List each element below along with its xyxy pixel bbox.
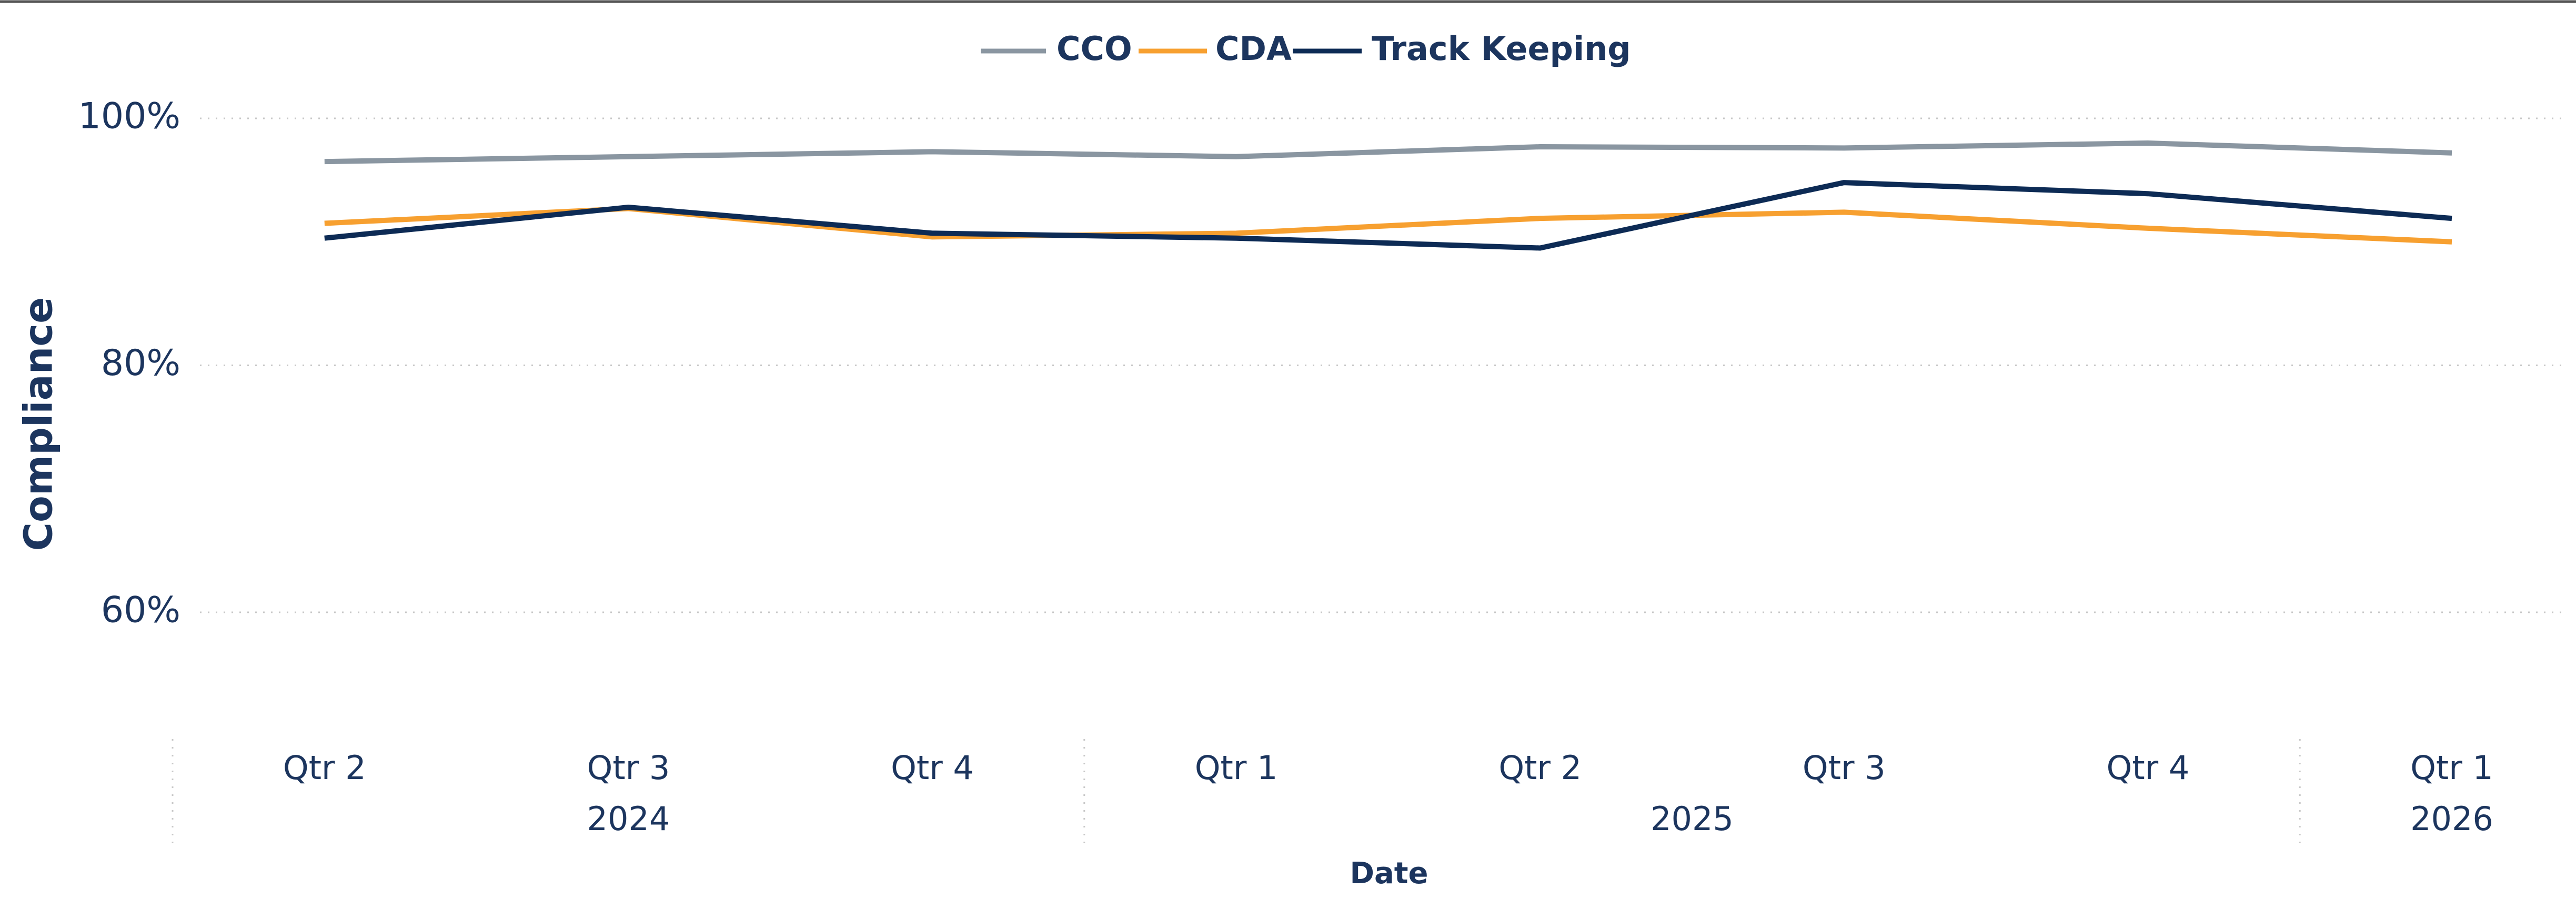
x-tick-label: Qtr 3 <box>587 749 670 787</box>
year-label: 2024 <box>587 800 670 838</box>
x-tick-label: Qtr 2 <box>283 749 366 787</box>
x-tick-label: Qtr 3 <box>1803 749 1886 787</box>
series-line <box>324 180 2452 251</box>
legend-label: CCO <box>1056 29 1132 68</box>
series-line <box>324 206 2452 245</box>
x-tick-label: Qtr 4 <box>2107 749 2190 787</box>
x-tick-label: Qtr 1 <box>2410 749 2493 787</box>
y-tick-label: 60% <box>101 590 180 631</box>
y-axis-title: Compliance <box>16 297 62 551</box>
x-axis-title: Date <box>1350 856 1428 891</box>
y-tick-label: 100% <box>78 96 180 137</box>
year-label: 2025 <box>1651 800 1734 838</box>
series-line <box>324 140 2452 165</box>
y-tick-label: 80% <box>101 342 180 384</box>
x-tick-label: Qtr 1 <box>1195 749 1278 787</box>
x-tick-label: Qtr 2 <box>1498 749 1582 787</box>
legend-label: CDA <box>1215 29 1292 68</box>
legend-label: Track Keeping <box>1372 29 1631 68</box>
x-tick-label: Qtr 4 <box>891 749 974 787</box>
year-label: 2026 <box>2410 800 2493 838</box>
